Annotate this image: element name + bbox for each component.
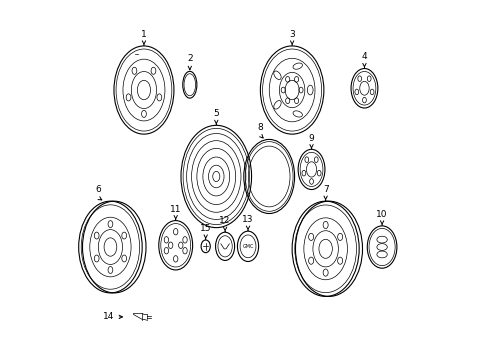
Text: 12: 12	[219, 216, 230, 225]
Text: 8: 8	[257, 123, 263, 132]
Text: 11: 11	[170, 204, 181, 213]
Text: 5: 5	[213, 109, 219, 118]
Text: 2: 2	[186, 54, 192, 63]
Text: 9: 9	[308, 134, 314, 143]
Text: 4: 4	[361, 53, 366, 62]
Polygon shape	[133, 313, 147, 320]
Text: 7: 7	[322, 185, 328, 194]
Text: 14: 14	[102, 312, 114, 321]
Text: GMC: GMC	[242, 244, 253, 249]
Text: 1: 1	[141, 30, 146, 39]
Text: 3: 3	[289, 30, 294, 39]
Text: 15: 15	[200, 224, 211, 233]
Text: 10: 10	[376, 210, 387, 219]
Text: 13: 13	[242, 215, 253, 224]
Text: 6: 6	[95, 185, 101, 194]
